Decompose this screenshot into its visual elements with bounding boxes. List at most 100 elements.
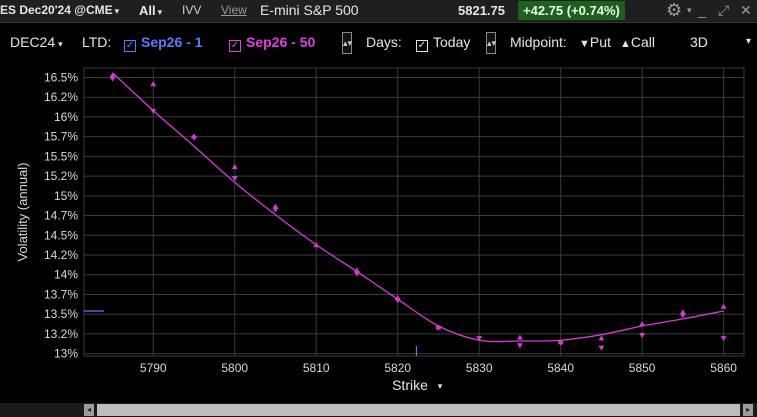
put-marker: [476, 336, 483, 342]
scroll-thumb[interactable]: [97, 404, 740, 416]
y-tick-label: 13%: [54, 347, 78, 361]
series2-checkbox-icon: ✓: [229, 40, 241, 52]
plot-area: [83, 67, 745, 357]
series2-label: Sep26 - 50: [246, 34, 316, 50]
put-marker: [272, 207, 279, 213]
call-marker: [191, 133, 197, 139]
y-tick-label: 14.7%: [44, 209, 78, 223]
filter-dropdown[interactable]: All ▾: [139, 3, 162, 18]
call-triangle-icon: ▲: [620, 38, 631, 50]
last-price: 5821.75: [458, 3, 505, 18]
gear-caret-icon[interactable]: ▾: [687, 5, 692, 15]
call-legend: ▲Call: [620, 34, 655, 50]
menu-caret-icon[interactable]: ▾: [746, 36, 752, 47]
expiry-caret-icon: ▾: [58, 39, 63, 49]
put-marker: [353, 271, 360, 277]
put-marker: [109, 76, 116, 82]
x-tick-label: 5820: [384, 361, 411, 375]
today-toggle[interactable]: ✓ Today: [416, 34, 471, 52]
chart-svg: 13% 13.2% 13.5% 13.7% 14% 14.2% 14.5% 14.7% 15% 1…: [15, 67, 745, 393]
volatility-chart[interactable]: 13% 13.2% 13.5% 13.7% 14% 14.2% 14.5% 14.7% 15% 1…: [0, 66, 757, 396]
call-marker: [231, 164, 238, 170]
expiry-dropdown[interactable]: DEC24 ▾: [10, 34, 63, 50]
put-marker: [516, 343, 523, 349]
x-tick-label: 5850: [629, 361, 656, 375]
call-marker: [272, 203, 279, 209]
call-marker: [639, 321, 646, 327]
ivv-button[interactable]: IVV: [182, 3, 202, 17]
call-marker: [394, 295, 401, 301]
call-marker: [313, 242, 320, 248]
series1-toggle[interactable]: ✓ Sep26 - 1: [124, 34, 203, 52]
put-triangle-icon: ▼: [579, 38, 590, 50]
put-marker: [679, 313, 686, 319]
gear-icon[interactable]: ⚙: [666, 0, 683, 20]
restore-icon[interactable]: ⤢: [718, 2, 730, 18]
y-tick-label: 15%: [54, 189, 78, 203]
call-marker: [150, 81, 157, 87]
y-tick-label: 16.5%: [44, 70, 78, 84]
symbol-caret-icon: ▾: [114, 6, 120, 16]
expiry-label: DEC24: [10, 34, 56, 50]
series1-label: Sep26 - 1: [141, 34, 203, 50]
y-tick-label: 15.7%: [44, 130, 78, 144]
view-link[interactable]: View: [221, 3, 247, 17]
y-tick-label: 14.5%: [44, 228, 78, 242]
minimize-icon[interactable]: _: [698, 2, 706, 18]
series-stepper[interactable]: ▴▾: [342, 32, 352, 54]
put-marker: [598, 345, 605, 351]
x-tick-label: 5830: [466, 361, 493, 375]
put-marker: [720, 336, 727, 342]
series2-toggle[interactable]: ✓ Sep26 - 50: [229, 34, 316, 52]
days-stepper[interactable]: ▴▾: [486, 32, 496, 54]
horizontal-scrollbar[interactable]: ◂ ▸: [0, 403, 757, 417]
call-label: Call: [630, 34, 656, 50]
price-change-badge: +42.75 (+0.74%): [518, 1, 625, 20]
y-tick-label: 14%: [54, 268, 78, 282]
title-bar: ES Dec20'24 @CME ▾ All ▾ IVV View E-mini S…: [0, 0, 757, 23]
today-checkbox-icon: ✓: [416, 40, 428, 52]
put-marker: [639, 332, 646, 338]
call-marker: [353, 267, 360, 273]
scroll-left-icon[interactable]: ◂: [84, 404, 94, 416]
call-marker: [679, 309, 686, 315]
symbol-label[interactable]: ES Dec20'24 @CME ▾: [0, 3, 120, 17]
call-marker: [109, 72, 116, 78]
y-tick-label: 14.2%: [44, 248, 78, 262]
y-tick-label: 13.2%: [44, 327, 78, 341]
y-tick-label: 16%: [54, 110, 78, 124]
x-axis-caret-icon[interactable]: ▾: [438, 382, 443, 392]
chart-toolbar: DEC24 ▾ LTD: ✓ Sep26 - 1 ✓ Sep26 - 50 ▴▾ Da…: [0, 23, 757, 65]
put-marker: [150, 108, 157, 114]
view-mode-button[interactable]: 3D: [690, 34, 708, 50]
x-tick-label: 5810: [303, 361, 330, 375]
volatility-curve-line: [112, 72, 724, 343]
filter-caret-icon: ▾: [157, 7, 163, 17]
x-tick-label: 5790: [140, 361, 167, 375]
x-axis-label[interactable]: Strike: [392, 377, 428, 393]
call-marker: [435, 324, 442, 330]
filter-label: All: [139, 3, 156, 18]
x-tick-label: 5840: [547, 361, 574, 375]
y-tick-label: 15.5%: [44, 149, 78, 163]
scroll-right-icon[interactable]: ▸: [743, 404, 753, 416]
y-tick-label: 13.7%: [44, 287, 78, 301]
days-label: Days:: [366, 34, 402, 50]
call-marker: [720, 303, 727, 309]
y-tick-label: 16.2%: [44, 90, 78, 104]
midpoint-label: Midpoint:: [510, 34, 567, 50]
ltd-label: LTD:: [82, 34, 112, 50]
x-tick-label: 5860: [710, 361, 737, 375]
call-marker: [598, 335, 605, 341]
y-tick-label: 15.2%: [44, 169, 78, 183]
today-label: Today: [433, 34, 471, 50]
y-tick-label: 13.5%: [44, 307, 78, 321]
instrument-name: E-mini S&P 500: [260, 2, 359, 18]
call-marker: [516, 334, 523, 340]
y-axis-label: Volatility (annual): [15, 163, 30, 262]
put-legend: ▼Put: [579, 34, 611, 50]
close-icon[interactable]: ✕: [740, 2, 752, 18]
put-marker: [231, 175, 238, 181]
put-label: Put: [589, 34, 611, 50]
call-marker: [557, 339, 564, 345]
